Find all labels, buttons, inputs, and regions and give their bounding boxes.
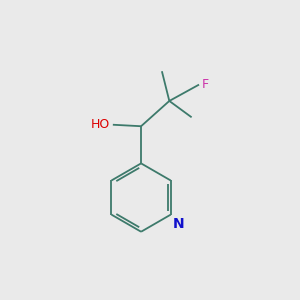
- Text: N: N: [173, 217, 185, 231]
- Text: F: F: [202, 78, 209, 91]
- Text: HO: HO: [91, 118, 110, 131]
